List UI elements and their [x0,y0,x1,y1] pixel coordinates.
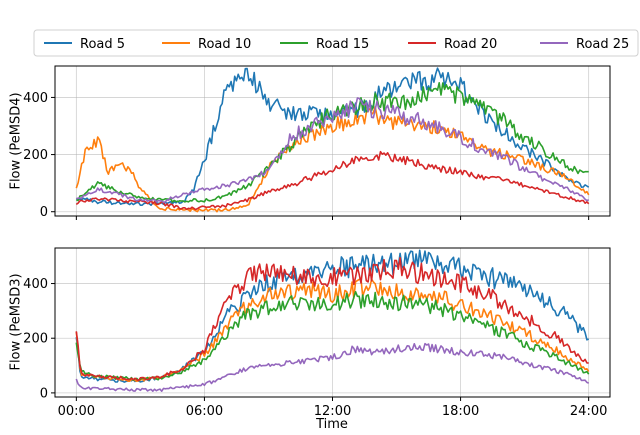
legend-label: Road 25 [576,37,629,52]
bottom-y-tick-label: 400 [23,277,48,292]
bottom-panel: 00:00 06:00 12:00 18:00 24:00 0 200 400 Flow (P… [9,247,611,432]
legend-frame [33,29,639,57]
legend-label: Road 5 [80,37,125,52]
legend: Road 5 Road 10 Road 15 Road 20 Road 25 [33,29,639,57]
bottom-series-road-25 [75,342,590,393]
top-y-axis-label: Flow (PeMSD4) [9,92,24,189]
top-y-tick-label: 400 [23,91,48,106]
bottom-y-tick-label: 200 [23,332,48,347]
bottom-x-tick-label: 06:00 [186,404,223,419]
top-y-tick-label: 0 [40,205,48,220]
legend-label: Road 15 [316,37,369,52]
bottom-series-road-20 [75,256,589,382]
legend-label: Road 20 [444,37,497,52]
top-series-road-10 [75,106,590,213]
bottom-x-tick-label: 18:00 [442,404,479,419]
bottom-y-axis-label: Flow (PeMSD3) [9,273,24,370]
top-panel: 0 200 400 Flow (PeMSD4) [9,65,611,220]
legend-label: Road 10 [198,37,251,52]
bottom-x-tick-label: 00:00 [58,404,95,419]
top-series-road-25 [76,97,589,203]
bottom-series-road-15 [75,290,590,382]
bottom-y-tick-label: 0 [40,386,48,401]
bottom-x-tick-label: 12:00 [314,404,351,419]
top-y-tick-label: 200 [23,148,48,163]
x-axis-label: Time [315,417,348,432]
bottom-x-tick-label: 24:00 [570,404,607,419]
